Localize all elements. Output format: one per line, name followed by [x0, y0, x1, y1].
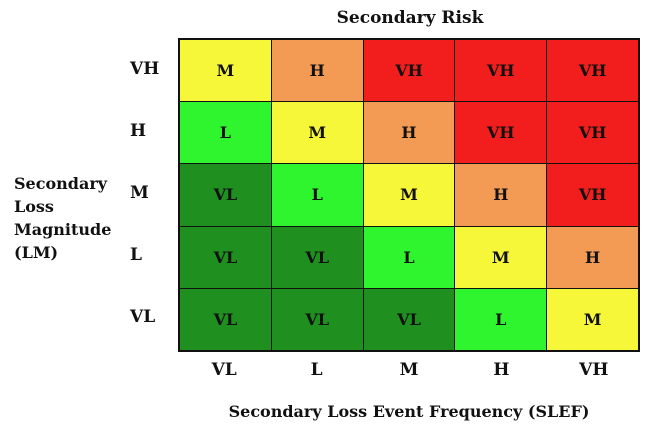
matrix-cell: H: [547, 226, 638, 288]
column-labels: VL L M H VH: [178, 360, 640, 380]
matrix-cell: VH: [455, 102, 547, 164]
y-axis-label-line: Secondary: [14, 174, 108, 193]
y-axis-label-line: (LM): [14, 243, 59, 262]
col-label-m: M: [399, 360, 419, 380]
y-axis-label-line: Loss: [14, 197, 54, 216]
row-label-h: H: [130, 121, 147, 141]
matrix-cell: H: [455, 164, 547, 226]
matrix-cell: VH: [547, 102, 638, 164]
matrix-cell: M: [271, 102, 363, 164]
matrix-cell: L: [455, 288, 547, 350]
matrix-cell: VL: [271, 226, 363, 288]
col-label-h: H: [493, 360, 510, 380]
matrix-cell: VH: [547, 40, 638, 102]
matrix-cell: VL: [363, 288, 455, 350]
matrix-cell: VL: [180, 288, 271, 350]
y-axis-label-line: Magnitude: [14, 220, 112, 239]
matrix-cell: M: [547, 288, 638, 350]
matrix-cell: M: [180, 40, 271, 102]
matrix-cell: L: [180, 102, 271, 164]
matrix-cell: VH: [363, 40, 455, 102]
row-label-vl: VL: [130, 307, 156, 327]
col-label-l: L: [310, 360, 323, 380]
matrix-cell: VL: [180, 164, 271, 226]
x-axis-label: Secondary Loss Event Frequency (SLEF): [228, 402, 590, 421]
col-label-vl: VL: [211, 360, 237, 380]
risk-matrix: M H VH VH VH L M H VH VH VL L M H VH VL …: [178, 38, 640, 352]
matrix-cell: VL: [180, 226, 271, 288]
y-axis-label: Secondary Loss Magnitude (LM): [14, 172, 134, 264]
matrix-title: Secondary Risk: [336, 8, 484, 28]
row-label-m: M: [130, 183, 149, 203]
matrix-cell: VH: [455, 40, 547, 102]
matrix-cell: L: [271, 164, 363, 226]
row-labels: VH H M L VL: [130, 38, 170, 348]
matrix-cell: H: [363, 102, 455, 164]
matrix-cell: M: [455, 226, 547, 288]
matrix-cell: L: [363, 226, 455, 288]
matrix-cell: VH: [547, 164, 638, 226]
col-label-vh: VH: [579, 360, 609, 380]
matrix-cell: H: [271, 40, 363, 102]
matrix-cell: M: [363, 164, 455, 226]
matrix-cell: VL: [271, 288, 363, 350]
row-label-vh: VH: [130, 59, 160, 79]
row-label-l: L: [130, 245, 142, 265]
